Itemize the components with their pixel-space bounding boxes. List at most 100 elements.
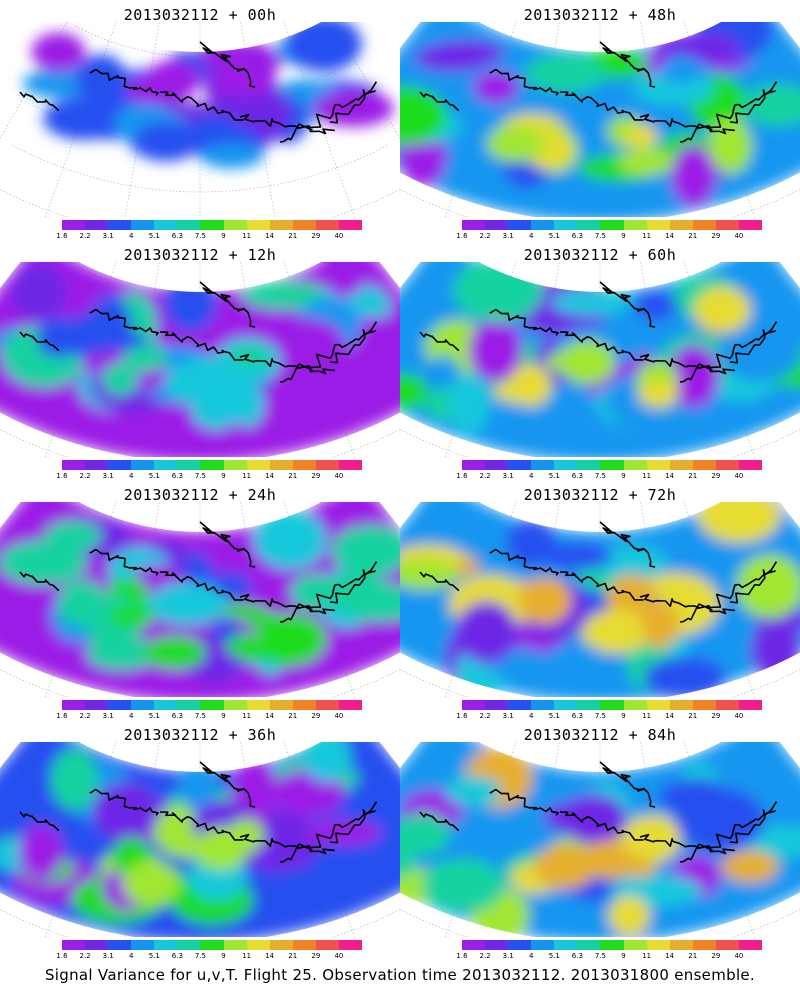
colorbar-swatch — [738, 220, 763, 230]
colorbar-tick-label: 3.1 — [502, 232, 514, 240]
colorbar-swatch — [269, 220, 293, 230]
colorbar — [62, 940, 363, 950]
colorbar-swatch — [223, 220, 247, 230]
panel-title: 2013032112 + 36h — [123, 726, 277, 744]
colorbar-swatch — [600, 940, 624, 950]
colorbar-tick-label: 40 — [734, 232, 744, 240]
coastlines — [419, 761, 778, 863]
colorbar-tick-label: 2.2 — [479, 712, 491, 720]
colorbar-tick-label: 29 — [311, 472, 321, 480]
colorbar-swatch — [669, 940, 693, 950]
colorbar-swatch — [292, 940, 316, 950]
colorbar-tick-label: 5.1 — [548, 472, 560, 480]
colorbar-tick-label: 1.6 — [56, 472, 68, 480]
colorbar-swatch — [246, 940, 270, 950]
colorbar-swatch — [338, 460, 363, 470]
panel-title: 2013032112 + 60h — [523, 246, 677, 264]
colorbar-swatch — [154, 220, 178, 230]
colorbar-swatch — [269, 700, 293, 710]
colorbar-tick-label: 21 — [288, 472, 298, 480]
colorbar-labels: 1.6 2.2 3.1 4 5.1 6.3 7.5 9 11 14 21 29 40 — [456, 232, 762, 242]
colorbar-tick-label: 40 — [334, 712, 344, 720]
colorbar-swatch — [292, 460, 316, 470]
colorbar-swatch — [531, 940, 555, 950]
panel-title: 2013032112 + 84h — [523, 726, 677, 744]
colorbar-swatch — [108, 220, 132, 230]
coastlines — [419, 521, 778, 623]
coastlines — [419, 281, 778, 383]
colorbar-labels: 1.6 2.2 3.1 4 5.1 6.3 7.5 9 11 14 21 29 40 — [456, 712, 762, 722]
colorbar-tick-label: 7.5 — [594, 232, 607, 240]
colorbar-tick-label: 3.1 — [102, 952, 114, 960]
polar-stereo-map — [400, 262, 800, 457]
colorbar-swatch — [485, 940, 509, 950]
colorbar-swatch — [738, 940, 763, 950]
colorbar-tick-label: 11 — [242, 712, 252, 720]
colorbar-tick-label: 11 — [242, 232, 252, 240]
polar-stereo-map — [0, 262, 400, 457]
colorbar-tick-label: 2.2 — [79, 952, 91, 960]
colorbar-swatch — [292, 700, 316, 710]
colorbar-swatch — [554, 220, 578, 230]
colorbar — [462, 220, 763, 230]
colorbar-swatch — [485, 220, 509, 230]
colorbar-swatch — [269, 940, 293, 950]
colorbar-tick-label: 21 — [688, 232, 698, 240]
colorbar-swatch — [692, 700, 716, 710]
map-panel: 2013032112 + 00h 1.6 2.2 3.1 4 5.1 6.3 7.5 9 11 14… — [0, 0, 400, 240]
coastlines — [419, 41, 778, 143]
colorbar-tick-label: 3.1 — [102, 472, 114, 480]
colorbar-tick-label: 9 — [621, 472, 626, 480]
colorbar-swatch — [692, 940, 716, 950]
colorbar-tick-label: 40 — [734, 952, 744, 960]
polar-stereo-map — [400, 742, 800, 937]
colorbar-swatch — [62, 700, 86, 710]
colorbar-swatch — [554, 940, 578, 950]
colorbar-tick-label: 14 — [665, 952, 675, 960]
panel-title: 2013032112 + 72h — [523, 486, 677, 504]
colorbar-swatch — [531, 220, 555, 230]
colorbar-labels: 1.6 2.2 3.1 4 5.1 6.3 7.5 9 11 14 21 29 40 — [456, 472, 762, 482]
colorbar-tick-label: 14 — [665, 232, 675, 240]
colorbar-swatch — [715, 220, 739, 230]
colorbar-swatch — [600, 700, 624, 710]
colorbar-swatch — [554, 460, 578, 470]
colorbar-tick-label: 9 — [221, 952, 226, 960]
panel-title: 2013032112 + 48h — [523, 6, 677, 24]
polar-stereo-map — [400, 502, 800, 697]
colorbar-swatch — [715, 700, 739, 710]
colorbar-tick-label: 6.3 — [171, 472, 183, 480]
colorbar-swatch — [85, 220, 109, 230]
colorbar-tick-label: 3.1 — [502, 472, 514, 480]
coastlines — [19, 41, 378, 143]
colorbar-swatch — [623, 460, 647, 470]
colorbar-tick-label: 7.5 — [194, 472, 207, 480]
colorbar-swatch — [85, 940, 109, 950]
colorbar-swatch — [246, 700, 270, 710]
colorbar-tick-label: 11 — [642, 232, 652, 240]
colorbar-swatch — [462, 700, 486, 710]
colorbar-tick-label: 2.2 — [79, 472, 91, 480]
colorbar-tick-label: 29 — [311, 952, 321, 960]
colorbar-tick-label: 4 — [128, 952, 134, 960]
colorbar-tick-label: 14 — [265, 712, 275, 720]
colorbar-swatch — [315, 700, 339, 710]
colorbar-swatch — [315, 220, 339, 230]
colorbar-tick-label: 6.3 — [171, 232, 183, 240]
colorbar-swatch — [108, 940, 132, 950]
colorbar-swatch — [338, 940, 363, 950]
colorbar-swatch — [738, 460, 763, 470]
colorbar-swatch — [738, 700, 763, 710]
colorbar-tick-label: 1.6 — [56, 952, 68, 960]
colorbar-swatch — [577, 940, 601, 950]
colorbar-tick-label: 9 — [221, 232, 226, 240]
colorbar-tick-label: 9 — [621, 712, 626, 720]
colorbar-tick-label: 40 — [734, 712, 744, 720]
colorbar-swatch — [508, 220, 532, 230]
colorbar-swatch — [62, 460, 86, 470]
colorbar-tick-label: 7.5 — [194, 952, 207, 960]
colorbar-swatch — [692, 460, 716, 470]
colorbar-tick-label: 2.2 — [479, 952, 491, 960]
colorbar-swatch — [200, 940, 224, 950]
colorbar-tick-label: 6.3 — [171, 712, 183, 720]
